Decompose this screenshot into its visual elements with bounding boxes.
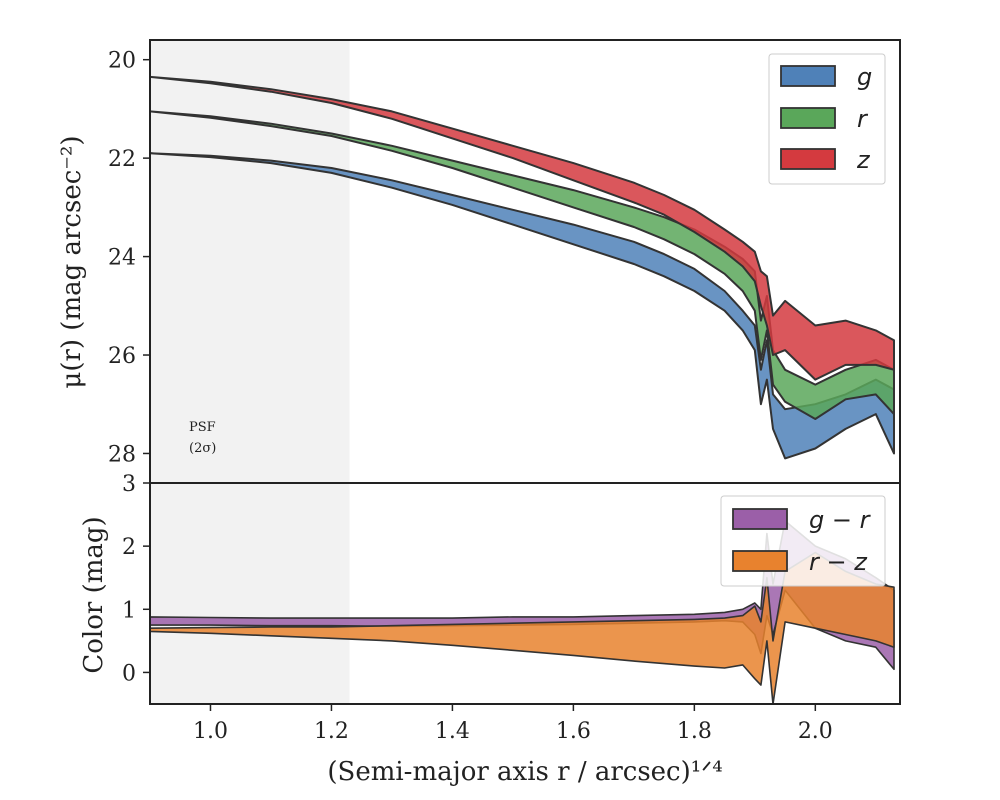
top-ytick-label-28: 28 <box>108 442 136 467</box>
top-ytick-label-24: 24 <box>108 246 136 271</box>
xtick-label-1.4: 1.4 <box>435 719 470 744</box>
bottom-panel-frame <box>149 482 901 705</box>
bottom-legend: g − r r − z <box>720 495 886 587</box>
top-legend: g r z <box>768 53 886 185</box>
legend-label-r: r <box>857 105 869 133</box>
top-psf-region <box>150 40 350 483</box>
band-g <box>150 152 895 460</box>
legend-swatch-g <box>780 65 836 87</box>
legend-swatch-r-z <box>732 550 788 572</box>
x-axis-label: (Semi-major axis r / arcsec)¹ᐟ⁴ <box>327 757 722 787</box>
bottom-psf-region <box>150 483 350 704</box>
bottom-ytick-label-1: 1 <box>122 598 136 623</box>
bottom-y-ticks: 0 1 2 3 <box>122 472 150 686</box>
bottom-y-axis-label: Color (mag) <box>79 516 109 673</box>
psf-label-line2: (2σ) <box>189 441 216 456</box>
xtick-label-1.0: 1.0 <box>193 719 228 744</box>
bottom-ytick-label-0: 0 <box>122 661 136 686</box>
legend-label-g-r: g − r <box>809 506 872 534</box>
legend-swatch-r <box>780 107 836 129</box>
bottom-x-ticks: 1.0 1.2 1.4 1.6 1.8 2.0 <box>193 704 833 744</box>
bottom-ytick-label-3: 3 <box>122 472 136 497</box>
xtick-label-1.8: 1.8 <box>677 719 712 744</box>
legend-label-z: z <box>856 146 871 174</box>
band-z <box>150 75 895 381</box>
top-y-axis-label: μ(r) (mag arcsec⁻²) <box>57 135 87 388</box>
top-ytick-label-26: 26 <box>108 344 136 369</box>
top-ytick-label-22: 22 <box>108 147 136 172</box>
legend-label-g: g <box>857 63 872 91</box>
legend-swatch-z <box>780 148 836 170</box>
legend-swatch-g-r <box>732 508 788 530</box>
xtick-label-2.0: 2.0 <box>798 719 833 744</box>
top-y-ticks: 20 22 24 26 28 <box>108 49 150 467</box>
xtick-label-1.6: 1.6 <box>556 719 591 744</box>
top-ytick-label-20: 20 <box>108 49 136 74</box>
bottom-ytick-label-2: 2 <box>122 535 136 560</box>
xtick-label-1.2: 1.2 <box>314 719 349 744</box>
bottom-panel: 0 1 2 3 1.0 1.2 1.4 1.6 1.8 2.0 Color (mag) (Sem… <box>79 472 901 787</box>
psf-label-line1: PSF <box>189 420 216 435</box>
top-series-group <box>150 75 895 460</box>
bottom-series-group <box>150 520 895 704</box>
band-r-z <box>150 551 895 704</box>
legend-label-r-z: r − z <box>809 548 868 576</box>
